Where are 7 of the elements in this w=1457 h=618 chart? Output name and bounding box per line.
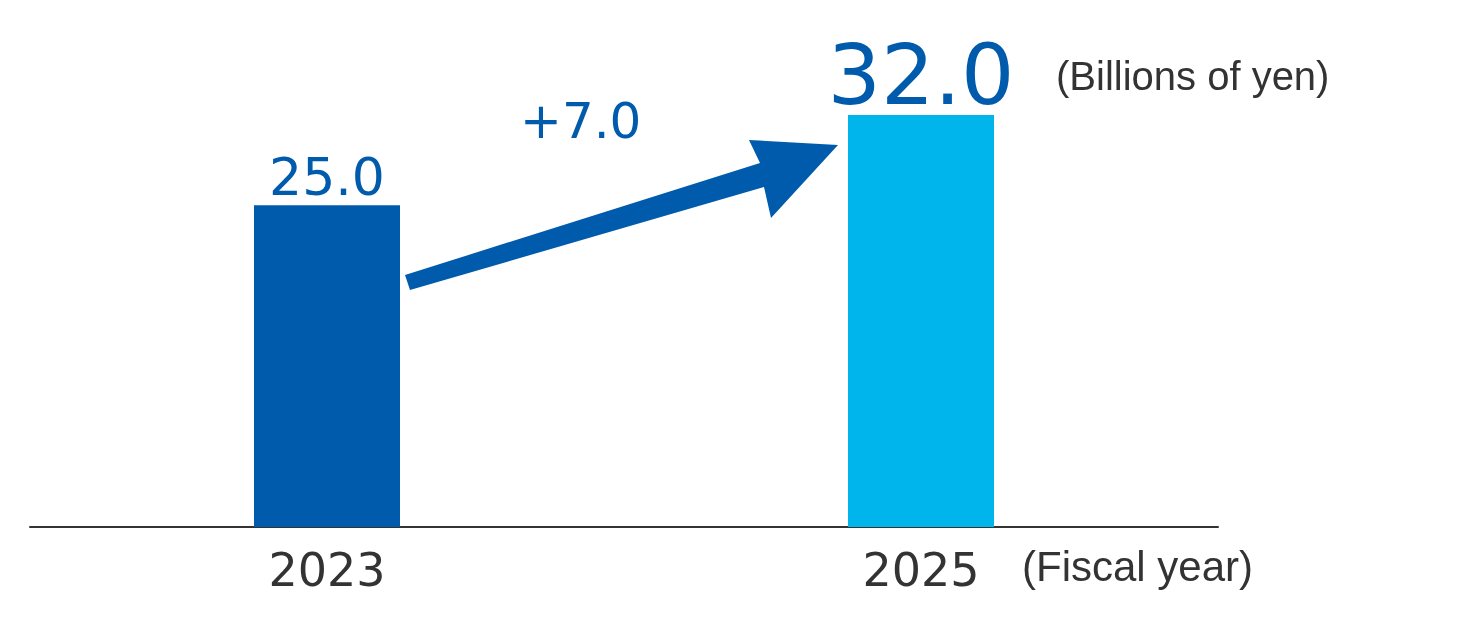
data-label: 25.0 <box>269 147 385 208</box>
data-label: 32.0 <box>827 26 1015 124</box>
annotation: +7.0 <box>520 92 642 150</box>
x-tick-label: 2023 <box>268 543 386 597</box>
y-axis-title: (Billions of yen) <box>1056 54 1330 98</box>
x-axis-title: (Fiscal year) <box>1022 542 1254 590</box>
x-tick-label: 2025 <box>862 543 980 597</box>
